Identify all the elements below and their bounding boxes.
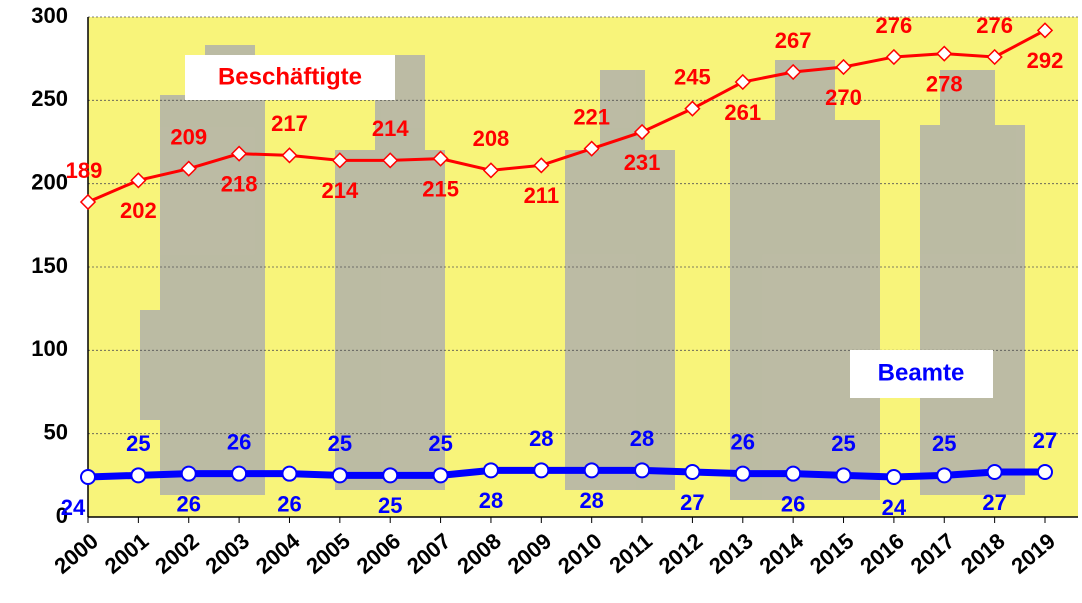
marker xyxy=(534,463,548,477)
x-tick-label: 2015 xyxy=(805,528,859,579)
marker xyxy=(585,463,599,477)
data-label: 26 xyxy=(227,429,251,454)
data-label: 217 xyxy=(271,111,308,136)
marker xyxy=(685,465,699,479)
data-label: 25 xyxy=(428,431,452,456)
data-label: 215 xyxy=(422,176,459,201)
x-tick-label: 2016 xyxy=(855,528,909,579)
data-label: 261 xyxy=(724,100,761,125)
marker xyxy=(1038,465,1052,479)
data-label: 27 xyxy=(1033,428,1057,453)
data-label: 276 xyxy=(976,13,1013,38)
x-tick-label: 2018 xyxy=(956,528,1010,579)
data-label: 28 xyxy=(479,488,503,513)
data-label: 267 xyxy=(775,28,812,53)
marker xyxy=(887,470,901,484)
y-tick-label: 150 xyxy=(31,253,68,278)
data-label: 28 xyxy=(579,488,603,513)
marker xyxy=(81,470,95,484)
x-tick-label: 2006 xyxy=(352,528,406,579)
marker xyxy=(434,468,448,482)
data-label: 24 xyxy=(882,495,907,520)
x-tick-label: 2000 xyxy=(49,528,103,579)
marker xyxy=(182,467,196,481)
x-tick-label: 2017 xyxy=(906,528,960,579)
data-label: 221 xyxy=(573,104,610,129)
x-tick-label: 2011 xyxy=(604,528,657,578)
data-label: 270 xyxy=(825,85,862,110)
marker xyxy=(937,468,951,482)
data-label: 208 xyxy=(473,126,510,151)
data-label: 214 xyxy=(321,178,358,203)
x-tick-label: 2005 xyxy=(301,528,355,579)
marker xyxy=(635,463,649,477)
marker xyxy=(786,467,800,481)
marker xyxy=(383,468,397,482)
data-label: 292 xyxy=(1027,48,1064,73)
data-label: 25 xyxy=(378,493,402,518)
marker xyxy=(333,468,347,482)
y-tick-label: 50 xyxy=(44,419,68,444)
marker xyxy=(232,467,246,481)
y-tick-label: 250 xyxy=(31,86,68,111)
x-tick-label: 2014 xyxy=(755,528,809,579)
marker xyxy=(484,463,498,477)
data-label: 189 xyxy=(66,158,103,183)
marker xyxy=(837,468,851,482)
y-tick-label: 100 xyxy=(31,336,68,361)
data-label: 26 xyxy=(277,491,301,516)
marker xyxy=(736,467,750,481)
data-label: 202 xyxy=(120,198,157,223)
data-label: 26 xyxy=(781,491,805,516)
y-tick-label: 300 xyxy=(31,3,68,28)
data-label: 26 xyxy=(731,429,755,454)
x-tick-label: 2009 xyxy=(503,528,557,579)
x-tick-label: 2010 xyxy=(553,528,607,579)
legend-label: Beamte xyxy=(878,359,965,386)
data-label: 27 xyxy=(982,490,1006,515)
data-label: 276 xyxy=(876,13,913,38)
x-tick-label: 2002 xyxy=(150,528,204,579)
data-label: 25 xyxy=(831,431,855,456)
data-label: 209 xyxy=(170,124,207,149)
data-label: 28 xyxy=(529,426,553,451)
x-tick-label: 2007 xyxy=(402,528,456,579)
data-label: 25 xyxy=(126,431,150,456)
data-label: 28 xyxy=(630,426,654,451)
data-label: 27 xyxy=(680,490,704,515)
data-label: 218 xyxy=(221,171,258,196)
x-tick-label: 2013 xyxy=(704,528,758,579)
x-tick-label: 2019 xyxy=(1006,528,1060,579)
x-tick-label: 2003 xyxy=(200,528,254,579)
marker xyxy=(282,467,296,481)
data-label: 24 xyxy=(61,495,86,520)
data-label: 211 xyxy=(524,183,560,208)
data-label: 214 xyxy=(372,116,409,141)
x-tick-label: 2004 xyxy=(251,528,305,579)
legend-label: Beschäftigte xyxy=(218,63,362,90)
chart: Beschäftigte Beamte 05010015020025030020… xyxy=(0,0,1082,603)
x-tick-label: 2008 xyxy=(452,528,506,579)
data-label: 25 xyxy=(932,431,956,456)
data-label: 25 xyxy=(328,431,352,456)
y-tick-label: 200 xyxy=(31,169,68,194)
marker xyxy=(131,468,145,482)
x-tick-label: 2012 xyxy=(654,528,708,579)
marker xyxy=(988,465,1002,479)
data-label: 245 xyxy=(674,64,711,89)
data-label: 26 xyxy=(176,491,200,516)
data-label: 231 xyxy=(624,150,661,175)
data-label: 278 xyxy=(926,71,963,96)
x-tick-label: 2001 xyxy=(100,528,154,579)
